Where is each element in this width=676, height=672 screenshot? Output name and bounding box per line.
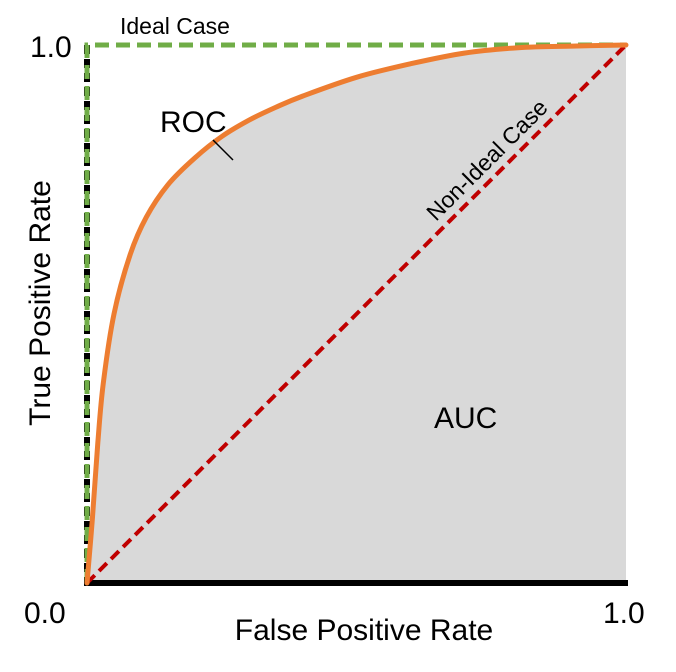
roc-label: ROC xyxy=(160,106,227,139)
auc-label: AUC xyxy=(434,402,497,435)
y-axis-label: True Positive Rate xyxy=(24,180,57,426)
series-non-ideal-case-line xyxy=(85,43,628,585)
y-tick-label-max: 1.0 xyxy=(30,31,72,64)
roc-label-leader-line xyxy=(212,139,234,161)
x-axis-label: False Positive Rate xyxy=(235,614,493,647)
series-ideal-case-line xyxy=(84,42,626,583)
x-tick-label-min: 0.0 xyxy=(24,597,66,630)
x-tick-label-max: 1.0 xyxy=(603,597,645,630)
series-roc-curve xyxy=(84,42,629,586)
ideal-case-label: Ideal Case xyxy=(120,13,230,39)
